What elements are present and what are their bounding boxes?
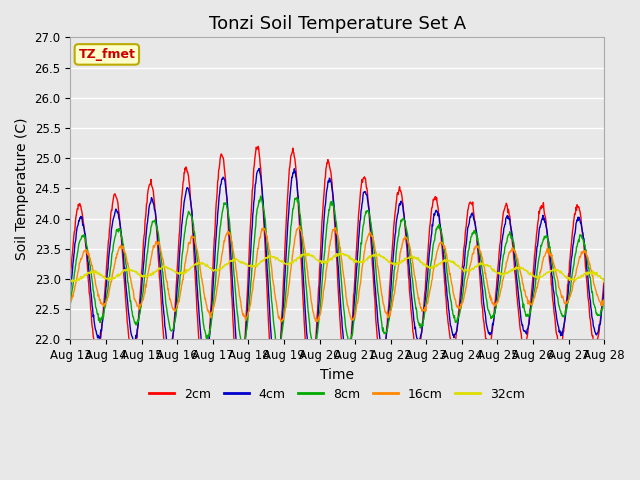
Title: Tonzi Soil Temperature Set A: Tonzi Soil Temperature Set A (209, 15, 466, 33)
Text: TZ_fmet: TZ_fmet (79, 48, 135, 61)
Legend: 2cm, 4cm, 8cm, 16cm, 32cm: 2cm, 4cm, 8cm, 16cm, 32cm (145, 383, 530, 406)
X-axis label: Time: Time (320, 368, 355, 382)
Y-axis label: Soil Temperature (C): Soil Temperature (C) (15, 117, 29, 260)
